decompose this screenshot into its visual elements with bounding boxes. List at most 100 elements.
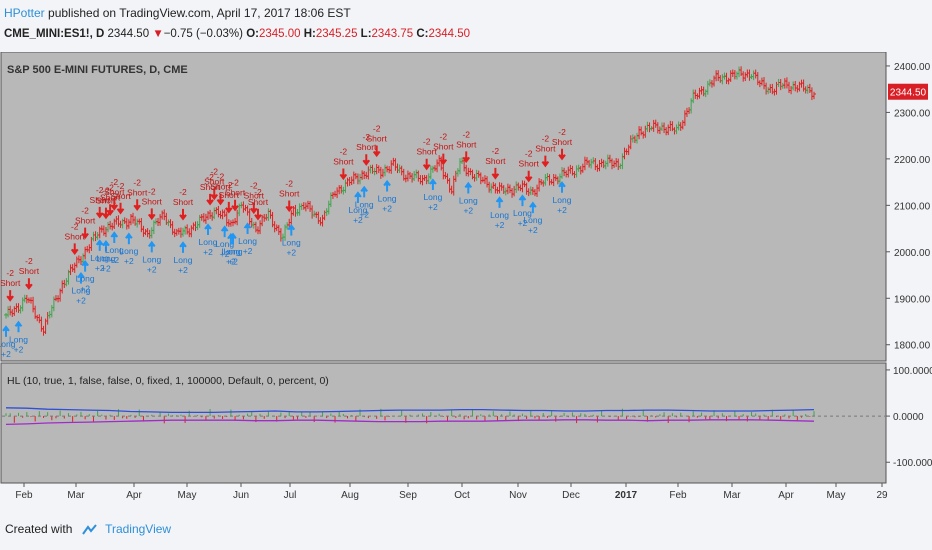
tradingview-brand[interactable]: TradingView [105, 522, 172, 536]
short-arrow-icon [422, 158, 431, 171]
long-signal-qty: +2 [147, 264, 157, 274]
long-arrow-icon [179, 241, 187, 253]
short-signal-qty: -2 [492, 146, 500, 156]
hl-tick-label: -100.0000 [893, 458, 932, 469]
short-arrow-icon [147, 208, 156, 221]
short-signal-label: Short [219, 190, 240, 200]
x-tick-label: 29 [876, 490, 888, 501]
x-tick-label: Dec [562, 490, 580, 501]
long-signal-qty: +2 [518, 218, 528, 228]
short-signal-qty: -2 [340, 146, 348, 156]
x-tick-label: May [827, 490, 846, 501]
short-arrow-icon [254, 208, 262, 221]
low-label: L: [360, 28, 372, 40]
short-signal-label: Short [416, 147, 437, 157]
price-bar [812, 91, 816, 100]
short-signal-label: Short [0, 278, 21, 288]
short-signal-qty: -2 [210, 167, 218, 177]
long-signal-label: Long [282, 238, 301, 248]
short-signal-qty: -2 [285, 178, 293, 188]
x-tick-label: Aug [341, 490, 359, 501]
y-tick-label: 2200.00 [894, 155, 931, 166]
y-tick-label: 1900.00 [894, 294, 931, 305]
long-arrow-icon [204, 223, 212, 236]
short-arrow-icon [133, 199, 141, 211]
long-arrow-icon [102, 239, 110, 252]
long-signal-label: Long [72, 286, 91, 296]
long-signal-qty: +2 [382, 203, 392, 213]
short-arrow-icon [95, 206, 104, 219]
long-signal-qty: +2 [95, 263, 105, 273]
short-signal-label: Short [173, 197, 194, 207]
short-signal-label: Short [19, 266, 40, 276]
long-signal-qty: +2 [243, 246, 253, 256]
short-arrow-icon [372, 145, 381, 158]
short-signal-qty: -2 [106, 182, 114, 192]
x-tick-label: Mar [67, 490, 85, 501]
long-signal-label: Long [96, 254, 115, 264]
short-signal-qty: -2 [117, 181, 125, 191]
short-signal-label: Short [356, 142, 377, 152]
long-signal-label: Long [355, 199, 374, 209]
short-signal-label: Short [90, 195, 111, 205]
long-signal-label: Long [490, 210, 509, 220]
long-signal-qty: +2 [463, 205, 473, 215]
long-arrow-icon [558, 181, 566, 193]
short-signal-qty: -2 [111, 177, 119, 187]
price-pane[interactable] [0, 52, 887, 362]
y-tick-label: 2000.00 [894, 248, 931, 259]
long-signal-label: Long [90, 253, 109, 263]
short-signal-label: Short [552, 137, 573, 147]
long-signal-label: Long [423, 192, 442, 202]
long-signal-label: Long [238, 236, 257, 246]
last-price-tag-label: 2344.50 [890, 88, 927, 99]
short-arrow-icon [558, 148, 566, 161]
short-arrow-icon [206, 193, 214, 206]
short-signal-qty: -2 [206, 172, 214, 182]
indicator-pane[interactable] [0, 362, 887, 484]
long-arrow-icon [81, 259, 89, 272]
long-arrow-icon [95, 239, 104, 251]
price-pane-title: S&P 500 E-MINI FUTURES, D, CME [7, 64, 188, 76]
short-signal-qty: -2 [6, 268, 14, 278]
short-signal-qty: -2 [133, 177, 141, 187]
short-signal-qty: -2 [25, 256, 33, 266]
short-signal-label: Short [75, 216, 96, 226]
long-signal-label: Long [0, 339, 16, 349]
short-signal-qty: -2 [179, 187, 187, 197]
symbol-info: CME_MINI:ES1!, D 2344.50 ▼−0.75 (−0.03%)… [4, 28, 470, 40]
long-arrow-icon [77, 271, 85, 284]
long-signal-qty: +2 [101, 264, 111, 274]
short-arrow-icon [116, 202, 125, 215]
long-signal-qty: +2 [178, 265, 188, 275]
short-arrow-icon [106, 204, 114, 216]
long-signal-qty: +2 [495, 220, 505, 230]
short-signal-qty: -2 [231, 178, 239, 188]
short-signal-label: Short [225, 188, 246, 198]
short-signal-qty: -2 [96, 185, 104, 195]
long-arrow-icon [125, 232, 133, 245]
long-arrow-icon [229, 232, 237, 245]
short-signal-label: Short [244, 190, 265, 200]
long-arrow-icon [243, 222, 252, 235]
price-change: −0.75 (−0.03%) [163, 28, 243, 40]
short-signal-qty: -2 [542, 134, 550, 144]
tradingview-logo-icon [81, 524, 97, 535]
author-link[interactable]: HPotter [4, 6, 45, 20]
long-arrow-icon [464, 181, 473, 194]
long-signal-label: Long [221, 247, 240, 257]
long-signal-qty: +2 [124, 256, 134, 266]
x-tick-label: May [178, 490, 197, 501]
long-signal-label: Long [215, 239, 234, 249]
long-arrow-icon [383, 179, 391, 192]
long-signal-qty: +2 [14, 344, 24, 354]
long-signal-qty: +2 [359, 209, 369, 219]
short-signal-label: Short [110, 191, 131, 201]
footer: Created with TradingView [5, 522, 171, 536]
long-signal-label: Long [513, 208, 532, 218]
low-value: 2343.75 [371, 28, 414, 40]
chart-area[interactable]: S&P 500 E-MINI FUTURES, D, CME HL (10, t… [0, 52, 932, 508]
x-tick-label: Nov [509, 490, 527, 501]
long-arrow-icon [110, 231, 119, 243]
long-signal-qty: +2 [353, 215, 363, 225]
